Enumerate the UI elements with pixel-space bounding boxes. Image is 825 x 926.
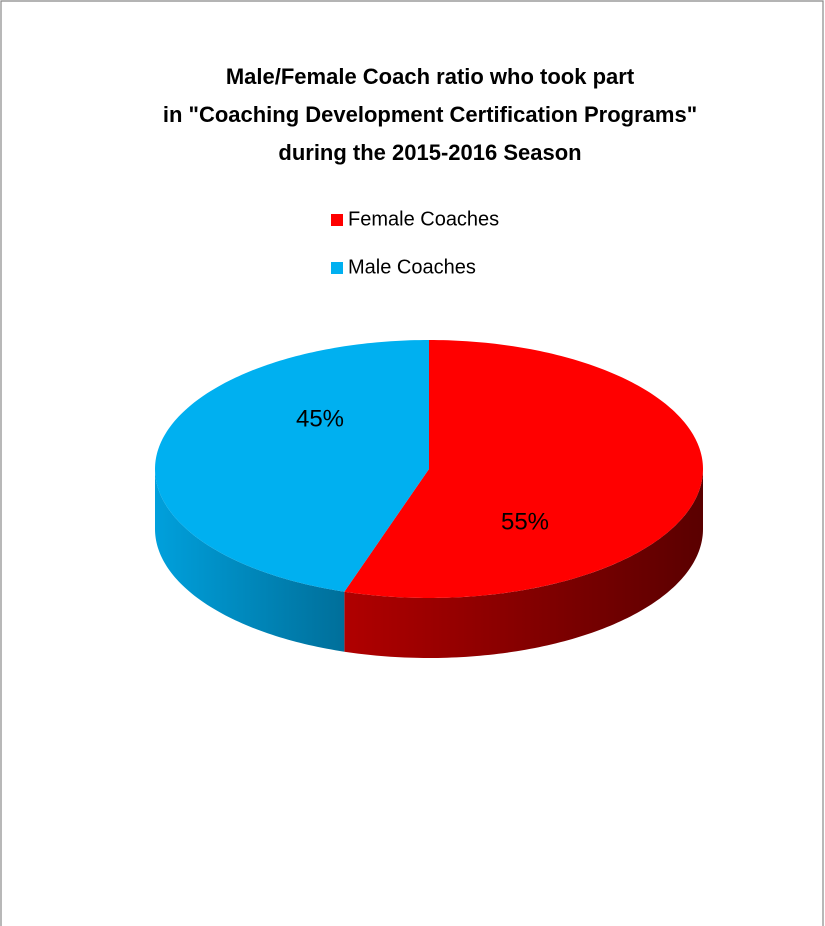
slice-side bbox=[344, 469, 703, 658]
pie-slice bbox=[344, 340, 703, 598]
slice-side bbox=[155, 469, 345, 652]
data-label: 55% bbox=[501, 508, 549, 535]
chart-title: Male/Female Coach ratio who took part bbox=[226, 64, 635, 89]
legend-label: Male Coaches bbox=[348, 256, 476, 278]
pie-slice bbox=[155, 340, 429, 592]
chart-title: during the 2015-2016 Season bbox=[278, 140, 581, 165]
legend-label: Female Coaches bbox=[348, 208, 499, 230]
chart-title: in "Coaching Development Certification P… bbox=[163, 102, 697, 127]
data-label: 45% bbox=[296, 405, 344, 432]
legend-swatch bbox=[331, 262, 343, 274]
legend-swatch bbox=[331, 214, 343, 226]
